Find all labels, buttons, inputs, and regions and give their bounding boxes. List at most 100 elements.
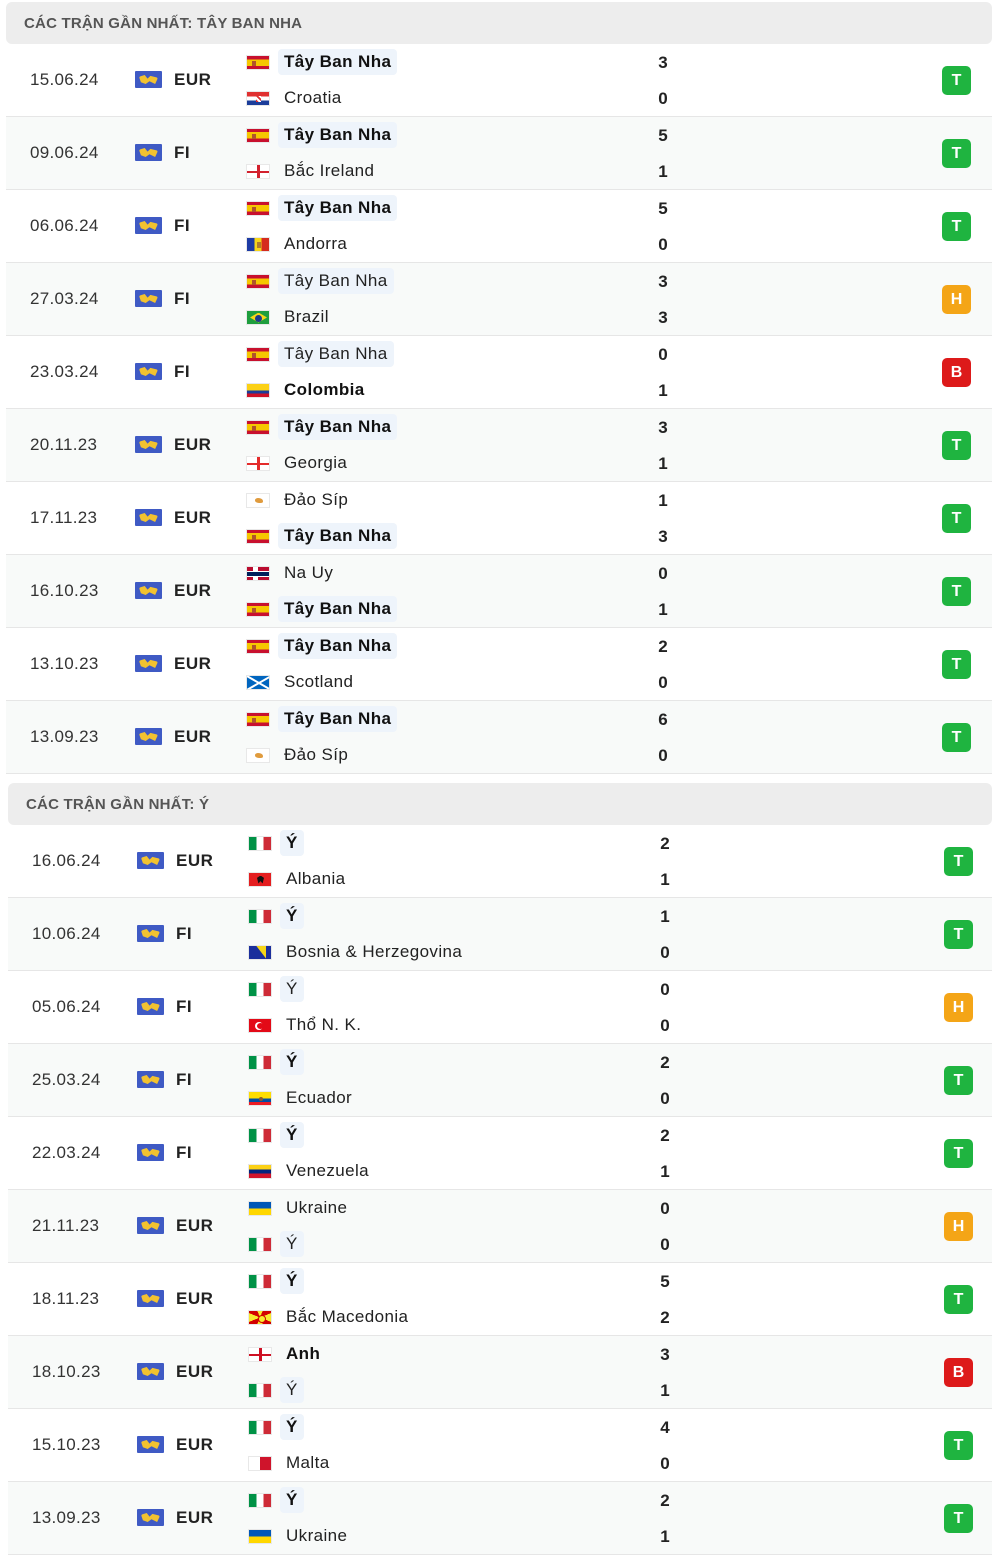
match-row[interactable]: 15.06.24 EUR Tây Ban Nha 3 Croatia 0 T: [6, 44, 992, 117]
team-name: Ukraine: [286, 1198, 348, 1217]
match-date: 25.03.24: [32, 1070, 101, 1089]
away-score: 1: [658, 381, 668, 400]
home-team[interactable]: Ý: [248, 1487, 304, 1513]
away-team[interactable]: Đảo Síp: [246, 742, 354, 768]
away-team[interactable]: Bắc Ireland: [246, 158, 380, 184]
bra-flag-icon: [246, 309, 270, 325]
competition-code: EUR: [176, 1362, 214, 1381]
match-row[interactable]: 18.11.23 EUR Ý 5 Bắc Macedonia 2 T: [8, 1263, 992, 1336]
away-team[interactable]: Bosnia & Herzegovina: [248, 939, 468, 965]
esp-flag-icon: [246, 200, 270, 216]
match-row[interactable]: 20.11.23 EUR Tây Ban Nha 3 Georgia 1 T: [6, 409, 992, 482]
home-team[interactable]: Tây Ban Nha: [246, 706, 398, 732]
competition-code: FI: [176, 924, 193, 943]
away-team[interactable]: Scotland: [246, 669, 359, 695]
match-row[interactable]: 13.09.23 EUR Tây Ban Nha 6 Đảo Síp 0 T: [6, 701, 992, 774]
home-team[interactable]: Tây Ban Nha: [246, 268, 394, 294]
match-row[interactable]: 18.10.23 EUR Anh 3 Ý 1 B: [8, 1336, 992, 1409]
away-team[interactable]: Tây Ban Nha: [246, 596, 398, 622]
alb-flag-icon: [248, 871, 272, 887]
result-badge: B: [942, 358, 971, 387]
match-row[interactable]: 13.10.23 EUR Tây Ban Nha 2 Scotland 0 T: [6, 628, 992, 701]
away-team[interactable]: Andorra: [246, 231, 353, 257]
competition-code: EUR: [176, 1216, 214, 1235]
competition-code: EUR: [174, 727, 212, 746]
away-team[interactable]: Colombia: [246, 377, 371, 403]
away-team[interactable]: Albania: [248, 866, 352, 892]
match-row[interactable]: 09.06.24 FI Tây Ban Nha 5 Bắc Ireland 1 T: [6, 117, 992, 190]
match-row[interactable]: 22.03.24 FI Ý 2 Venezuela 1 T: [8, 1117, 992, 1190]
home-team[interactable]: Tây Ban Nha: [246, 341, 394, 367]
away-team[interactable]: Tây Ban Nha: [246, 523, 398, 549]
home-team[interactable]: Ý: [248, 1414, 304, 1440]
away-team[interactable]: Bắc Macedonia: [248, 1304, 414, 1330]
match-row[interactable]: 15.10.23 EUR Ý 4 Malta 0 T: [8, 1409, 992, 1482]
world-map-icon: [137, 852, 164, 869]
competition-code: EUR: [176, 1508, 214, 1527]
ita-flag-icon: [248, 1419, 272, 1435]
home-team[interactable]: Tây Ban Nha: [246, 195, 398, 221]
match-row[interactable]: 23.03.24 FI Tây Ban Nha 0 Colombia 1 B: [6, 336, 992, 409]
away-score: 0: [660, 943, 670, 962]
away-team[interactable]: Thổ N. K.: [248, 1012, 367, 1038]
away-team[interactable]: Malta: [248, 1450, 336, 1476]
competition-code: FI: [174, 216, 191, 235]
home-team[interactable]: Ý: [248, 1049, 304, 1075]
away-team[interactable]: Croatia: [246, 85, 348, 111]
result-badge: T: [942, 504, 971, 533]
esp-flag-icon: [246, 419, 270, 435]
home-score: 3: [658, 418, 668, 437]
team-name: Scotland: [284, 672, 354, 691]
team-name: Ý: [280, 1049, 304, 1075]
team-name: Ý: [280, 1377, 304, 1403]
home-team[interactable]: Tây Ban Nha: [246, 122, 398, 148]
home-team[interactable]: Ukraine: [248, 1195, 353, 1221]
home-team[interactable]: Ý: [248, 1122, 304, 1148]
competition-code: EUR: [174, 581, 212, 600]
match-row[interactable]: 16.06.24 EUR Ý 2 Albania 1 T: [8, 825, 992, 898]
team-name: Ukraine: [286, 1526, 348, 1545]
match-row[interactable]: 27.03.24 FI Tây Ban Nha 3 Brazil 3 H: [6, 263, 992, 336]
geo-flag-icon: [246, 455, 270, 471]
away-team[interactable]: Ukraine: [248, 1523, 353, 1549]
home-team[interactable]: Tây Ban Nha: [246, 49, 398, 75]
result-badge: T: [944, 1139, 973, 1168]
match-row[interactable]: 25.03.24 FI Ý 2 Ecuador 0 T: [8, 1044, 992, 1117]
team-name: Venezuela: [286, 1161, 370, 1180]
away-team[interactable]: Georgia: [246, 450, 353, 476]
home-team[interactable]: Đảo Síp: [246, 487, 354, 513]
competition-code: EUR: [176, 1435, 214, 1454]
nor-flag-icon: [246, 565, 270, 581]
away-score: 0: [658, 89, 668, 108]
mkd-flag-icon: [248, 1309, 272, 1325]
away-team[interactable]: Ý: [248, 1231, 304, 1257]
home-team[interactable]: Tây Ban Nha: [246, 414, 398, 440]
home-team[interactable]: Ý: [248, 830, 304, 856]
team-name: Bắc Macedonia: [286, 1307, 409, 1326]
home-score: 2: [660, 1053, 670, 1072]
home-team[interactable]: Ý: [248, 1268, 304, 1294]
home-team[interactable]: Anh: [248, 1341, 326, 1367]
match-row[interactable]: 16.10.23 EUR Na Uy 0 Tây Ban Nha 1 T: [6, 555, 992, 628]
team-name: Tây Ban Nha: [278, 414, 398, 440]
match-row[interactable]: 21.11.23 EUR Ukraine 0 Ý 0 H: [8, 1190, 992, 1263]
away-team[interactable]: Venezuela: [248, 1158, 375, 1184]
away-team[interactable]: Ý: [248, 1377, 304, 1403]
team-name: Tây Ban Nha: [278, 195, 398, 221]
away-team[interactable]: Brazil: [246, 304, 335, 330]
match-row[interactable]: 05.06.24 FI Ý 0 Thổ N. K. 0 H: [8, 971, 992, 1044]
home-team[interactable]: Ý: [248, 903, 304, 929]
team-name: Thổ N. K.: [286, 1015, 362, 1034]
match-row[interactable]: 06.06.24 FI Tây Ban Nha 5 Andorra 0 T: [6, 190, 992, 263]
team-name: Tây Ban Nha: [278, 706, 398, 732]
world-map-icon: [137, 1363, 164, 1380]
match-row[interactable]: 17.11.23 EUR Đảo Síp 1 Tây Ban Nha 3 T: [6, 482, 992, 555]
cyp-flag-icon: [246, 492, 270, 508]
home-team[interactable]: Na Uy: [246, 560, 339, 586]
match-row[interactable]: 13.09.23 EUR Ý 2 Ukraine 1 T: [8, 1482, 992, 1555]
home-team[interactable]: Tây Ban Nha: [246, 633, 398, 659]
away-team[interactable]: Ecuador: [248, 1085, 358, 1111]
home-team[interactable]: Ý: [248, 976, 304, 1002]
result-badge: T: [942, 650, 971, 679]
match-row[interactable]: 10.06.24 FI Ý 1 Bosnia & Herzegovina 0 T: [8, 898, 992, 971]
